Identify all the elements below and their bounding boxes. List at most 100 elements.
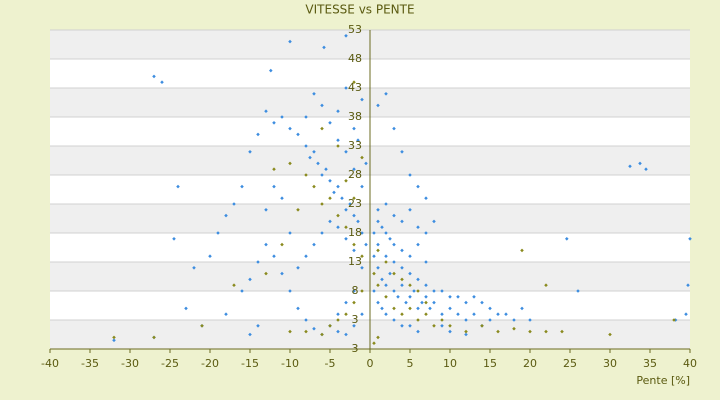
point [344, 179, 348, 183]
point [208, 254, 212, 258]
point [322, 45, 326, 50]
y-tick-label: 8 [352, 284, 359, 297]
point [348, 202, 352, 206]
point [686, 283, 690, 287]
point [628, 164, 632, 169]
point [424, 231, 428, 235]
point [332, 190, 336, 195]
point [456, 295, 460, 299]
point [416, 329, 420, 334]
point [376, 219, 380, 224]
point [328, 196, 332, 200]
point [232, 283, 236, 287]
point [424, 260, 428, 264]
point [356, 138, 360, 142]
point [376, 300, 380, 305]
point [392, 260, 396, 264]
x-tick-label: -30 [121, 357, 139, 370]
point [448, 306, 452, 311]
x-tick-label: 0 [367, 357, 374, 370]
point [296, 266, 300, 270]
point [288, 39, 292, 44]
point [464, 318, 468, 322]
point [172, 237, 176, 241]
y-tick-label: 38 [348, 110, 362, 123]
point [360, 184, 364, 189]
point [372, 254, 376, 258]
point [352, 289, 356, 293]
point [360, 97, 364, 102]
point [400, 266, 404, 270]
point [440, 324, 444, 328]
point [288, 289, 292, 293]
x-tick-label: -15 [241, 357, 259, 370]
x-tick-label: -40 [41, 357, 59, 370]
point [296, 208, 300, 212]
point [372, 289, 376, 293]
point [280, 242, 284, 247]
point [384, 92, 388, 96]
point [376, 335, 380, 340]
point [316, 161, 320, 166]
point [392, 126, 396, 131]
point [312, 150, 316, 154]
point [412, 289, 416, 293]
point [688, 237, 692, 241]
point [152, 335, 156, 340]
point [416, 277, 420, 282]
point [384, 202, 388, 206]
point [304, 115, 308, 119]
point [280, 196, 284, 200]
x-tick-label: 15 [483, 357, 497, 370]
x-tick-label: 10 [443, 357, 457, 370]
point [320, 332, 324, 337]
point [264, 271, 268, 276]
point [376, 283, 380, 287]
point [408, 208, 412, 212]
point [304, 329, 308, 334]
point [336, 225, 340, 229]
point [416, 225, 420, 229]
point [304, 318, 308, 322]
point [380, 277, 384, 282]
point [360, 289, 364, 293]
point [464, 329, 468, 334]
point [376, 103, 380, 108]
point [152, 74, 156, 79]
point [364, 161, 368, 166]
point [344, 208, 348, 212]
point [269, 68, 273, 73]
point [280, 271, 284, 276]
x-tick-label: 25 [563, 357, 577, 370]
point [352, 196, 356, 200]
point [388, 237, 392, 241]
point [432, 324, 436, 328]
point [400, 248, 404, 253]
point [428, 306, 432, 311]
point [312, 242, 316, 247]
point [448, 324, 452, 328]
point [448, 329, 452, 334]
point [360, 254, 364, 258]
point [288, 161, 292, 166]
point [264, 242, 268, 247]
point [480, 300, 484, 305]
y-tick-label: 18 [348, 226, 362, 239]
point [304, 173, 308, 177]
point [200, 324, 204, 328]
point [528, 318, 532, 322]
point [304, 144, 308, 148]
x-tick-label: 5 [407, 357, 414, 370]
point [400, 277, 404, 282]
point [496, 312, 500, 316]
point [424, 196, 428, 200]
point [684, 312, 688, 316]
point [432, 219, 436, 224]
point [372, 231, 376, 235]
point [248, 277, 252, 282]
x-tick-label: -10 [281, 357, 299, 370]
point [472, 295, 476, 299]
point [392, 213, 396, 218]
point [638, 161, 642, 166]
